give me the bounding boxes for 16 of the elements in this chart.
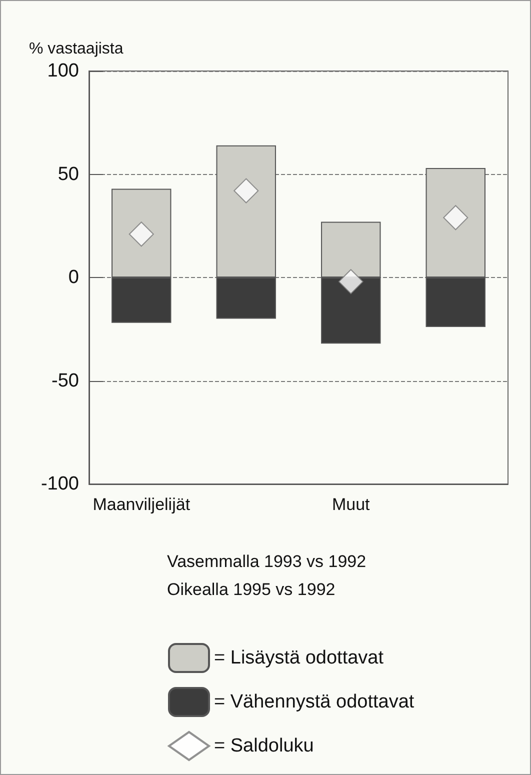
y-tick-label: 0 (68, 267, 79, 288)
text: Vasemmalla 1993 vs 1992 (167, 552, 366, 571)
x-tick-label: Muut (332, 495, 370, 514)
point (234, 178, 259, 204)
y-tick-label: 50 (58, 164, 79, 185)
y-axis-title: % vastaajista (29, 40, 124, 58)
x-tick-label: Maanviljelijät (92, 495, 190, 514)
text: Oikealla 1995 vs 1992 (167, 580, 336, 599)
y-tick-label: -100 (40, 474, 79, 494)
legend-label: = Vähennystä odottavat (214, 692, 415, 712)
legend-label: = Lisäystä odottavat (214, 648, 384, 668)
y-tick-label: 100 (47, 60, 79, 82)
point (338, 269, 364, 294)
y-tick-label: -50 (52, 370, 79, 392)
legend-label: = Saldoluku (214, 736, 314, 756)
point (443, 205, 468, 230)
